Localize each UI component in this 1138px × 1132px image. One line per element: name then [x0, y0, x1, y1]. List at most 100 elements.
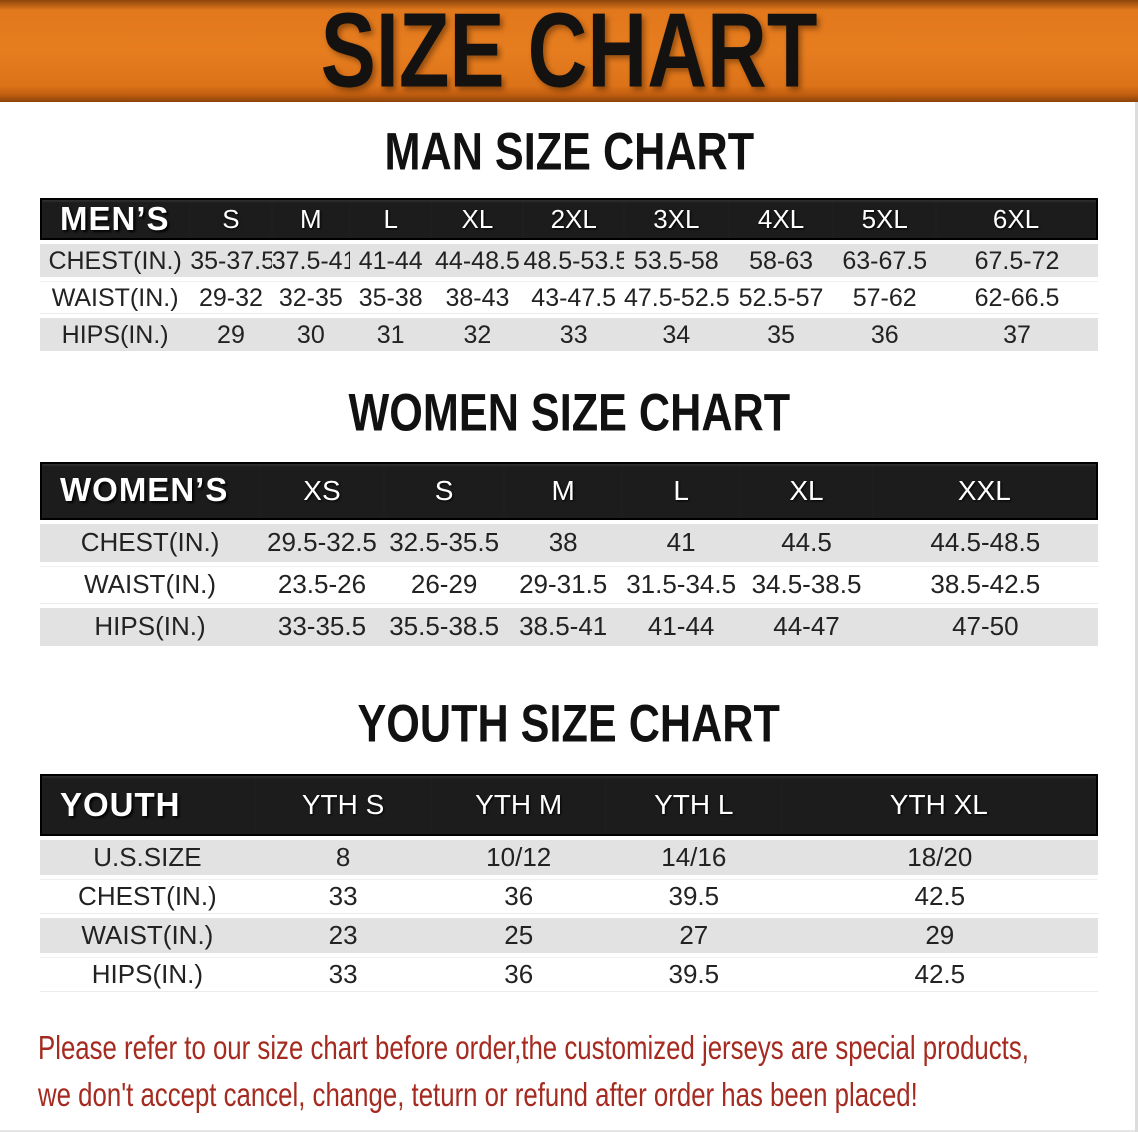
column-header: 2XL [523, 198, 624, 241]
row-label: WAIST(IN.) [40, 565, 261, 604]
column-header: 6XL [936, 198, 1098, 241]
row-label: HIPS(IN.) [40, 318, 191, 352]
table-header-row: MEN’S S M L XL 2XL 3XL 4XL 5XL 6XL [40, 198, 1098, 241]
table-row: U.S.SIZE 8 10/12 14/16 18/20 [40, 840, 1098, 876]
table-row: WAIST(IN.) 23 25 27 29 [40, 918, 1098, 954]
size-value: 36 [833, 318, 937, 352]
size-value: 29 [190, 318, 272, 352]
size-value: 25 [431, 918, 606, 954]
size-value: 26-29 [383, 565, 505, 604]
column-header: YTH XL [781, 774, 1098, 837]
banner: SIZE CHART [0, 0, 1138, 102]
size-value: 31.5-34.5 [621, 565, 741, 604]
size-value: 29 [781, 918, 1098, 954]
size-value: 38.5-41 [504, 607, 622, 646]
table-row: CHEST(IN.) 33 36 39.5 42.5 [40, 879, 1098, 915]
row-label: HIPS(IN.) [40, 607, 261, 646]
size-value: 39.5 [606, 879, 782, 915]
size-value: 8 [254, 840, 432, 876]
size-value: 36 [431, 957, 606, 993]
size-value: 44-47 [740, 607, 873, 646]
women-size-chart-heading-text: WOMEN SIZE CHART [348, 384, 790, 443]
size-value: 47-50 [872, 607, 1098, 646]
disclaimer: Please refer to our size chart before or… [38, 1026, 1138, 1119]
size-value: 37.5-41 [271, 244, 350, 278]
table-group-label: YOUTH [40, 774, 255, 837]
youth-size-table-container: YOUTH YTH S YTH M YTH L YTH XL U.S.SIZE 8 10/12… [0, 770, 1138, 996]
size-value: 37 [936, 318, 1098, 352]
size-value: 32.5-35.5 [383, 523, 505, 562]
size-value: 34.5-38.5 [740, 565, 873, 604]
banner-title: SIZE CHART [320, 0, 818, 102]
table-row: HIPS(IN.) 33-35.5 35.5-38.5 38.5-41 41-44 44-… [40, 607, 1098, 646]
size-value: 23.5-26 [260, 565, 384, 604]
column-header: XXL [872, 461, 1098, 520]
column-header: M [271, 198, 350, 241]
column-header: XS [260, 461, 384, 520]
column-header: S [190, 198, 272, 241]
youth-size-chart-heading: YOUTH SIZE CHART [0, 695, 1138, 754]
size-value: 33 [254, 879, 432, 915]
column-header: L [349, 198, 432, 241]
size-value: 35 [728, 318, 834, 352]
women-size-table-container: WOMEN’S XS S M L XL XXL CHEST(IN.) 29.5-32.5 32.5… [0, 458, 1138, 650]
size-value: 38 [504, 523, 622, 562]
table-header-row: WOMEN’S XS S M L XL XXL [40, 461, 1098, 520]
column-header: YTH M [431, 774, 606, 837]
column-header: M [504, 461, 622, 520]
size-table: YOUTH YTH S YTH M YTH L YTH XL U.S.SIZE 8 10/12… [40, 770, 1098, 996]
table-row: CHEST(IN.) 35-37.5 37.5-41 41-44 44-48.5 48.5… [40, 244, 1098, 278]
column-header: 3XL [623, 198, 729, 241]
size-value: 48.5-53.5 [523, 244, 624, 278]
size-value: 23 [254, 918, 432, 954]
size-value: 29-31.5 [504, 565, 622, 604]
size-value: 14/16 [606, 840, 782, 876]
size-table: MEN’S S M L XL 2XL 3XL 4XL 5XL 6XL CHEST(IN.) 35-37… [40, 194, 1098, 355]
size-value: 41-44 [349, 244, 432, 278]
size-value: 34 [623, 318, 729, 352]
size-value: 33 [254, 957, 432, 993]
column-header: YTH L [606, 774, 782, 837]
table-row: HIPS(IN.) 29 30 31 32 33 34 35 36 37 [40, 318, 1098, 352]
size-value: 38-43 [431, 281, 524, 315]
row-label: U.S.SIZE [40, 840, 255, 876]
size-value: 62-66.5 [936, 281, 1098, 315]
row-label: WAIST(IN.) [40, 281, 191, 315]
size-value: 35.5-38.5 [383, 607, 505, 646]
size-value: 47.5-52.5 [623, 281, 729, 315]
size-value: 44-48.5 [431, 244, 524, 278]
column-header: L [621, 461, 741, 520]
size-value: 39.5 [606, 957, 782, 993]
column-header: XL [431, 198, 524, 241]
size-value: 57-62 [833, 281, 937, 315]
table-header-row: YOUTH YTH S YTH M YTH L YTH XL [40, 774, 1098, 837]
size-value: 41-44 [621, 607, 741, 646]
size-value: 33 [523, 318, 624, 352]
size-value: 29-32 [190, 281, 272, 315]
column-header: S [383, 461, 505, 520]
size-value: 18/20 [781, 840, 1098, 876]
size-value: 58-63 [728, 244, 834, 278]
size-value: 32-35 [271, 281, 350, 315]
row-label: WAIST(IN.) [40, 918, 255, 954]
size-value: 43-47.5 [523, 281, 624, 315]
size-value: 44.5 [740, 523, 873, 562]
table-row: WAIST(IN.) 23.5-26 26-29 29-31.5 31.5-34.5 34… [40, 565, 1098, 604]
man-size-chart-heading: MAN SIZE CHART [0, 124, 1138, 180]
size-value: 27 [606, 918, 782, 954]
size-value: 33-35.5 [260, 607, 384, 646]
row-label: CHEST(IN.) [40, 879, 255, 915]
men-size-table-container: MEN’S S M L XL 2XL 3XL 4XL 5XL 6XL CHEST(IN.) 35-37… [0, 194, 1138, 355]
youth-size-chart-heading-text: YOUTH SIZE CHART [357, 695, 781, 754]
size-value: 29.5-32.5 [260, 523, 384, 562]
size-value: 36 [431, 879, 606, 915]
size-value: 52.5-57 [728, 281, 834, 315]
size-value: 67.5-72 [936, 244, 1098, 278]
size-value: 35-38 [349, 281, 432, 315]
disclaimer-line-2: we don't accept cancel, change, teturn o… [38, 1076, 918, 1114]
table-row: CHEST(IN.) 29.5-32.5 32.5-35.5 38 41 44.5 44.5… [40, 523, 1098, 562]
size-value: 10/12 [431, 840, 606, 876]
size-table: WOMEN’S XS S M L XL XXL CHEST(IN.) 29.5-32.5 32.5… [40, 458, 1098, 650]
table-group-label: WOMEN’S [40, 461, 261, 520]
column-header: 5XL [833, 198, 937, 241]
